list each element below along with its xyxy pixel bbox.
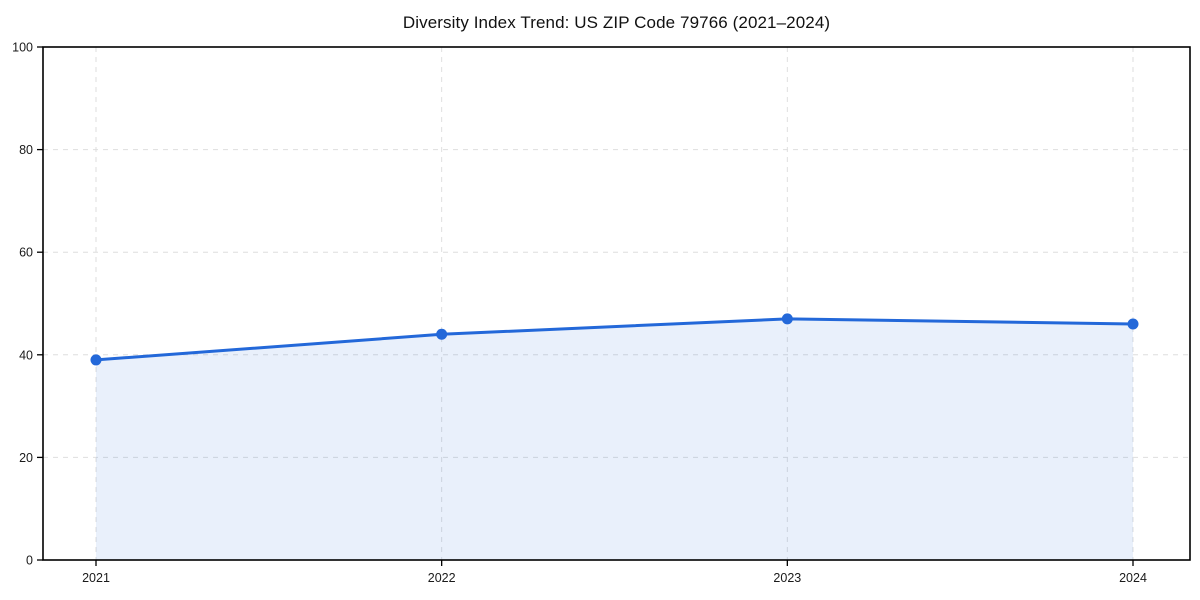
area-fill [96,318,1133,560]
y-tick-label: 20 [19,451,33,465]
data-point-marker [781,313,793,325]
data-point-marker [90,354,102,366]
y-tick-label: 40 [19,348,33,362]
y-tick-label: 0 [26,554,33,568]
y-tick-label: 80 [19,143,33,157]
x-tick-label: 2023 [773,571,801,585]
data-point-marker [1127,318,1139,330]
chart-title: Diversity Index Trend: US ZIP Code 79766… [402,13,831,32]
x-tick-label: 2024 [1119,571,1147,585]
trend-line [94,317,1135,362]
plot-frame [42,46,1191,561]
x-tick-label: 2022 [428,571,456,585]
y-tick-label: 60 [19,246,33,260]
x-tick-label: 2021 [82,571,110,585]
y-tick-label: 100 [12,41,33,55]
data-point-marker [436,328,448,340]
